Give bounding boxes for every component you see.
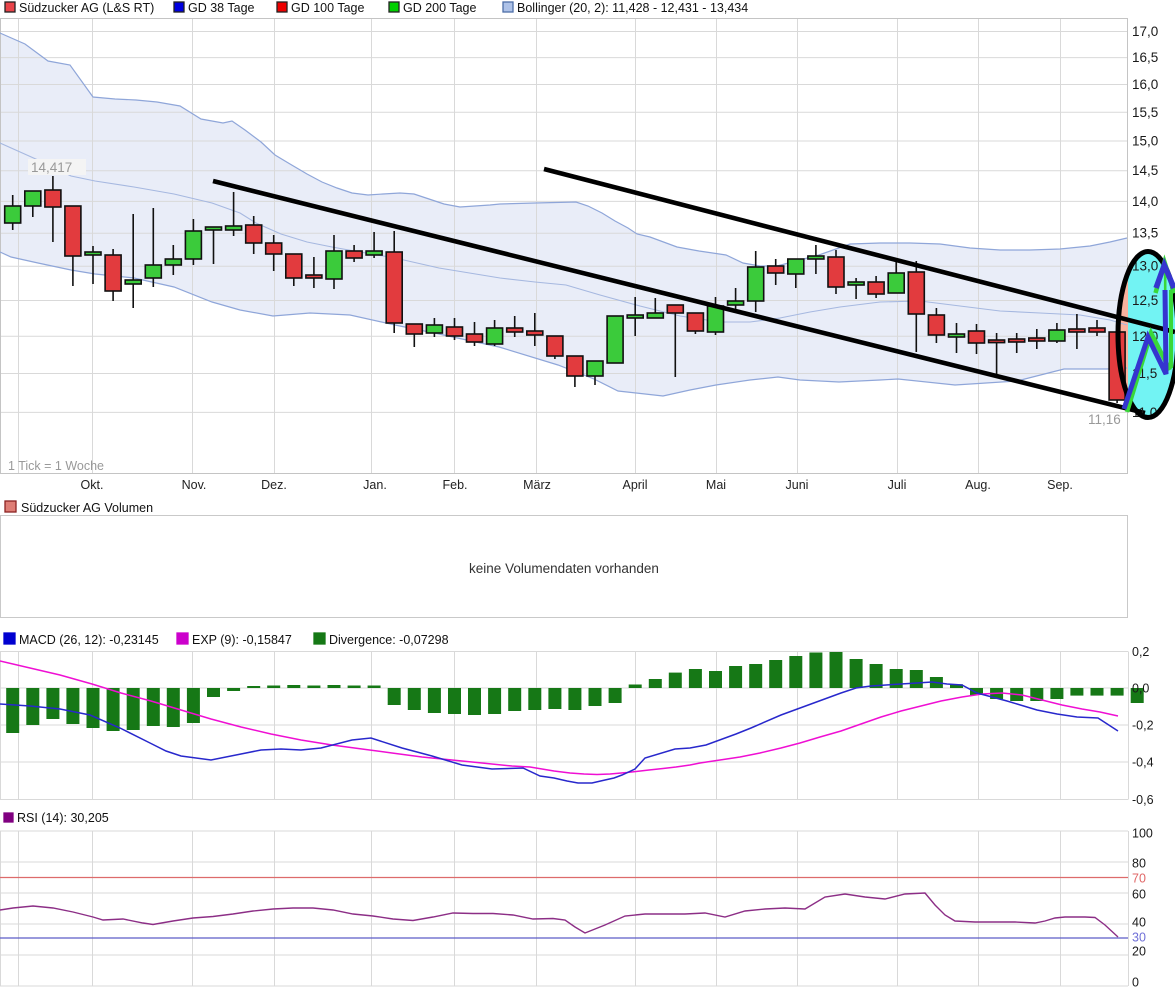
svg-text:15,0: 15,0 (1132, 134, 1158, 149)
svg-text:GD 100 Tage: GD 100 Tage (291, 1, 364, 15)
svg-text:13,5: 13,5 (1132, 226, 1158, 241)
svg-text:14,417: 14,417 (31, 160, 72, 175)
svg-text:Sep.: Sep. (1047, 478, 1073, 492)
svg-text:11,16: 11,16 (1088, 412, 1121, 427)
svg-text:100: 100 (1132, 827, 1153, 841)
svg-text:Feb.: Feb. (442, 478, 467, 492)
svg-text:Südzucker AG (L&S RT): Südzucker AG (L&S RT) (19, 1, 154, 15)
svg-text:0,0: 0,0 (1132, 682, 1149, 696)
svg-text:Juli: Juli (888, 478, 907, 492)
svg-text:-0,2: -0,2 (1132, 719, 1154, 733)
svg-text:Juni: Juni (786, 478, 809, 492)
svg-text:keine Volumendaten vorhanden: keine Volumendaten vorhanden (469, 561, 659, 576)
svg-text:20: 20 (1132, 945, 1146, 959)
svg-text:GD 200 Tage: GD 200 Tage (403, 1, 476, 15)
svg-text:GD 38 Tage: GD 38 Tage (188, 1, 255, 15)
svg-text:14,5: 14,5 (1132, 163, 1158, 178)
svg-text:60: 60 (1132, 888, 1146, 902)
svg-text:Nov.: Nov. (182, 478, 207, 492)
svg-text:Dez.: Dez. (261, 478, 287, 492)
svg-text:RSI (14): 30,205: RSI (14): 30,205 (17, 811, 109, 825)
svg-text:Okt.: Okt. (81, 478, 104, 492)
svg-text:0: 0 (1132, 976, 1139, 990)
svg-text:0,2: 0,2 (1132, 645, 1149, 659)
svg-text:Jan.: Jan. (363, 478, 387, 492)
svg-text:13,0: 13,0 (1132, 259, 1158, 274)
svg-text:-0,6: -0,6 (1132, 793, 1154, 807)
svg-text:Divergence: -0,07298: Divergence: -0,07298 (329, 633, 449, 647)
svg-text:15,5: 15,5 (1132, 105, 1158, 120)
svg-text:Aug.: Aug. (965, 478, 991, 492)
svg-text:80: 80 (1132, 857, 1146, 871)
svg-text:Mai: Mai (706, 478, 726, 492)
svg-text:Bollinger (20, 2): 11,428 - 12: Bollinger (20, 2): 11,428 - 12,431 - 13,… (517, 1, 748, 15)
svg-text:30: 30 (1132, 931, 1146, 945)
svg-text:14,0: 14,0 (1132, 194, 1158, 209)
svg-text:16,0: 16,0 (1132, 77, 1158, 92)
svg-text:12,5: 12,5 (1132, 293, 1158, 308)
svg-text:März: März (523, 478, 551, 492)
svg-text:-0,4: -0,4 (1132, 756, 1154, 770)
svg-text:40: 40 (1132, 916, 1146, 930)
svg-text:MACD (26, 12): -0,23145: MACD (26, 12): -0,23145 (19, 633, 159, 647)
svg-text:Südzucker AG Volumen: Südzucker AG Volumen (21, 501, 153, 515)
svg-text:17,0: 17,0 (1132, 24, 1158, 39)
svg-text:70: 70 (1132, 872, 1146, 886)
svg-text:1 Tick = 1 Woche: 1 Tick = 1 Woche (8, 459, 104, 473)
svg-text:April: April (622, 478, 647, 492)
svg-text:16,5: 16,5 (1132, 50, 1158, 65)
svg-text:EXP (9): -0,15847: EXP (9): -0,15847 (192, 633, 292, 647)
